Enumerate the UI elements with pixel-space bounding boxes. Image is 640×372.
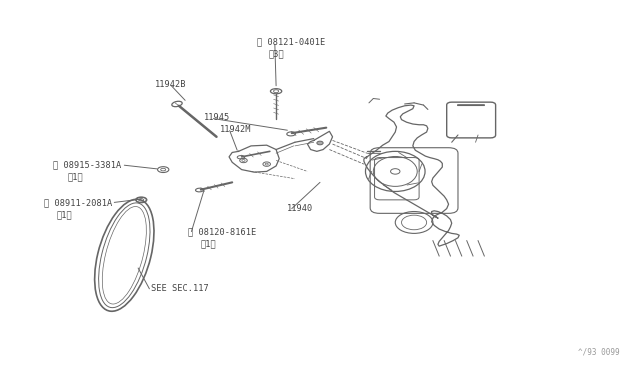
Text: Ⓝ 08911-2081A: Ⓝ 08911-2081A: [44, 198, 112, 207]
Text: 11942B: 11942B: [155, 80, 186, 89]
Text: 11940: 11940: [287, 204, 314, 213]
Text: （1）: （1）: [56, 210, 72, 219]
Text: 11945: 11945: [204, 113, 230, 122]
Text: 11942M: 11942M: [220, 125, 251, 134]
Text: SEE SEC.117: SEE SEC.117: [150, 284, 209, 293]
Text: ^/93 0099: ^/93 0099: [578, 347, 620, 357]
Text: （1）: （1）: [68, 172, 84, 182]
Text: Ⓑ 08120-8161E: Ⓑ 08120-8161E: [188, 227, 257, 236]
Text: Ⓥ 08915-3381A: Ⓥ 08915-3381A: [54, 160, 122, 169]
Text: Ⓑ 08121-0401E: Ⓑ 08121-0401E: [257, 38, 326, 46]
Text: （3）: （3）: [269, 49, 284, 58]
Ellipse shape: [317, 141, 323, 145]
Text: （1）: （1）: [201, 239, 216, 248]
